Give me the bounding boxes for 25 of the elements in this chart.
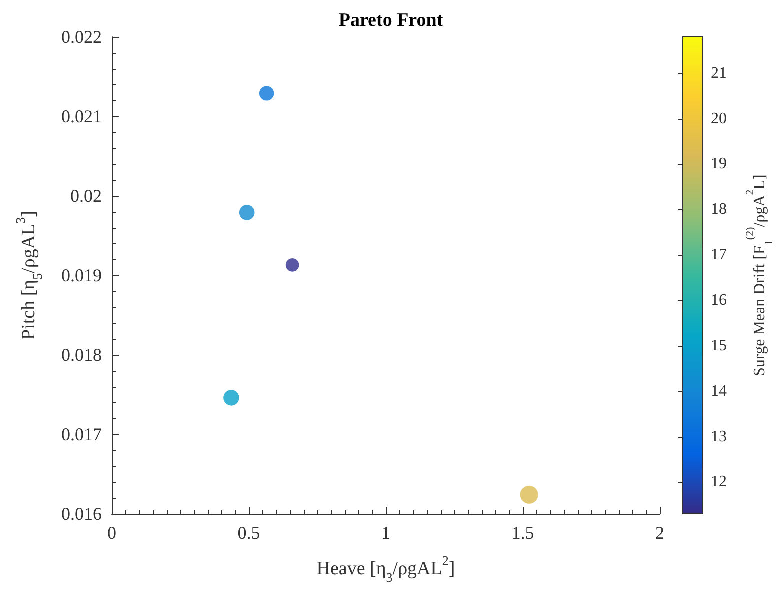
chart-title: Pareto Front bbox=[338, 10, 444, 31]
y-axis-title: Pitch [η5/ρgAL3] bbox=[13, 211, 45, 340]
color-bar-label: 21 bbox=[711, 64, 727, 82]
color-bar-label: 18 bbox=[711, 201, 727, 218]
color-bar-label: 15 bbox=[711, 337, 727, 354]
y-tick-label: 0.017 bbox=[62, 424, 102, 444]
y-tick-label: 0.02 bbox=[70, 186, 102, 206]
x-tick-label: 2 bbox=[656, 523, 664, 543]
x-tick-label: 1.5 bbox=[512, 523, 534, 543]
x-tick-label: 1 bbox=[382, 523, 390, 543]
color-bar-label: 17 bbox=[711, 246, 727, 264]
x-tick-label: 0.5 bbox=[238, 523, 260, 543]
color-bar-label: 12 bbox=[711, 474, 727, 491]
color-bar-label: 14 bbox=[711, 382, 727, 400]
color-bar-label: 19 bbox=[711, 156, 727, 173]
y-tick-label: 0.016 bbox=[62, 504, 102, 524]
color-bar-title: Surge Mean Drift [F1(2)/ρgA2L] bbox=[744, 174, 776, 376]
color-bar-label: 20 bbox=[711, 110, 727, 128]
y-tick-label: 0.022 bbox=[62, 27, 102, 47]
x-tick-label: 0 bbox=[108, 523, 116, 543]
y-tick-label: 0.018 bbox=[62, 345, 102, 365]
y-tick-label: 0.019 bbox=[62, 266, 102, 286]
y-tick-label: 0.021 bbox=[62, 106, 102, 126]
color-bar-label: 13 bbox=[711, 428, 727, 446]
color-bar-label: 16 bbox=[711, 292, 727, 309]
